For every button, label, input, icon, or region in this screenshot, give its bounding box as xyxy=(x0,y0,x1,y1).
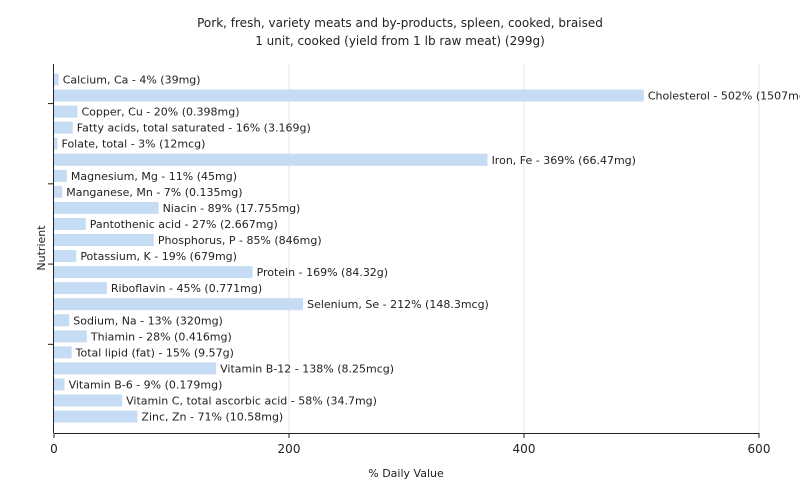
axes-group: 0 200 400 600 xyxy=(48,64,770,456)
bar xyxy=(54,105,78,118)
bar xyxy=(54,217,86,230)
bar-label: Phosphorus, P - 85% (846mg) xyxy=(158,234,322,247)
bar xyxy=(54,137,58,150)
bar xyxy=(54,298,304,311)
bar-label: Vitamin C, total ascorbic acid - 58% (34… xyxy=(126,395,377,408)
chart-title-line-1: Pork, fresh, variety meats and by-produc… xyxy=(197,16,603,30)
bar xyxy=(54,378,65,391)
bar-label: Potassium, K - 19% (679mg) xyxy=(80,250,237,263)
bar-label: Total lipid (fat) - 15% (9.57g) xyxy=(75,346,234,359)
grid-lines xyxy=(288,64,760,433)
bar xyxy=(54,201,159,214)
bar xyxy=(54,346,72,359)
bar-label: Sodium, Na - 13% (320mg) xyxy=(73,314,223,327)
bar xyxy=(54,394,123,407)
bar xyxy=(54,73,59,86)
bar-label: Selenium, Se - 212% (148.3mcg) xyxy=(307,298,489,311)
bar-label: Riboflavin - 45% (0.771mg) xyxy=(111,282,262,295)
y-axis-label: Nutrient xyxy=(35,225,48,271)
bar xyxy=(54,410,138,423)
bar-label: Protein - 169% (84.32g) xyxy=(257,266,389,279)
bar xyxy=(54,314,70,327)
bars-group xyxy=(54,73,644,423)
bar xyxy=(54,89,644,102)
bar xyxy=(54,121,73,134)
bar xyxy=(54,234,154,246)
bar xyxy=(54,169,67,182)
x-axis-label: % Daily Value xyxy=(368,467,444,480)
bar-label: Iron, Fe - 369% (66.47mg) xyxy=(492,154,636,167)
bar-label: Copper, Cu - 20% (0.398mg) xyxy=(82,106,240,119)
bar-label: Calcium, Ca - 4% (39mg) xyxy=(63,74,201,87)
x-tick-label: 400 xyxy=(513,442,536,456)
bar xyxy=(54,250,77,263)
bar-label: Vitamin B-6 - 9% (0.179mg) xyxy=(69,378,223,391)
bar-label: Niacin - 89% (17.755mg) xyxy=(163,202,301,215)
bar-label: Cholesterol - 502% (1507mg) xyxy=(648,90,800,103)
bar xyxy=(54,153,488,166)
bar-label: Vitamin B-12 - 138% (8.25mcg) xyxy=(220,362,394,375)
x-tick-label: 0 xyxy=(50,442,58,456)
bar-label: Folate, total - 3% (12mcg) xyxy=(62,138,206,151)
chart-title-line-2: 1 unit, cooked (yield from 1 lb raw meat… xyxy=(255,34,545,48)
bar-label: Fatty acids, total saturated - 16% (3.16… xyxy=(77,122,311,135)
x-tick-label: 600 xyxy=(748,442,771,456)
bar xyxy=(54,330,87,343)
bar-label: Zinc, Zn - 71% (10.58mg) xyxy=(141,411,283,424)
bar xyxy=(54,282,107,295)
bar-label: Thiamin - 28% (0.416mg) xyxy=(90,330,232,343)
bar-label: Manganese, Mn - 7% (0.135mg) xyxy=(66,186,242,199)
bar-labels-group: Calcium, Ca - 4% (39mg) Cholesterol - 502… xyxy=(62,74,800,424)
bar xyxy=(54,362,217,375)
x-tick-label: 200 xyxy=(278,442,301,456)
bar xyxy=(54,266,253,279)
bar xyxy=(54,185,63,198)
bar-label: Pantothenic acid - 27% (2.667mg) xyxy=(90,218,278,231)
bar-label: Magnesium, Mg - 11% (45mg) xyxy=(71,170,237,183)
